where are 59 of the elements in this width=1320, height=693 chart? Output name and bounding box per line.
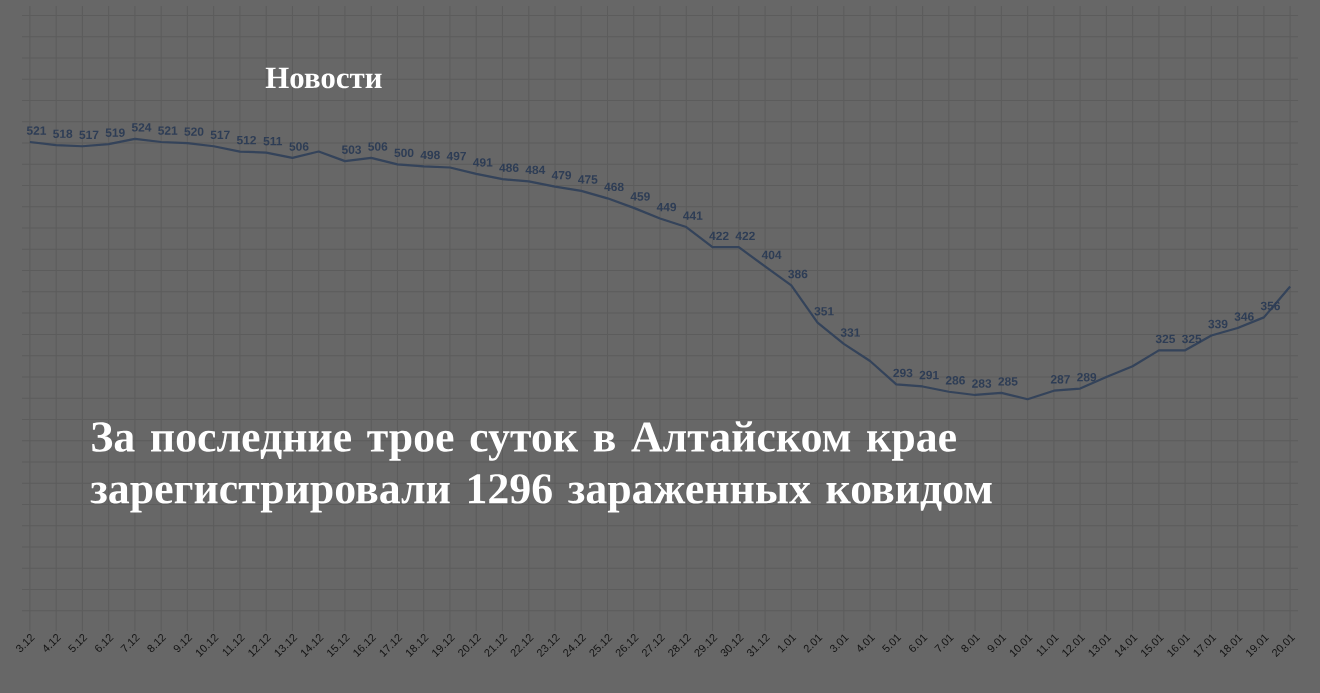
data-label: 517 [210,130,230,140]
data-label: 484 [525,165,546,175]
data-label: 518 [53,129,73,138]
text: За последние трое суток в Алтайском крае зарегистрировали 1296 зараженных ковидом [90,421,992,513]
data-label: 404 [761,250,782,260]
x-tick-label: 7.12 [120,633,140,652]
data-label: 468 [604,182,624,192]
x-tick-label: 3.12 [16,633,35,653]
data-label: 519 [105,128,125,137]
data-label: 291 [919,370,939,380]
x-tick-label: 8.12 [147,633,167,653]
data-label: 486 [499,163,519,172]
data-label: 339 [1208,319,1228,329]
x-tick-label: 4.12 [43,633,62,652]
x-tick-label: 5.12 [68,633,88,653]
x-tick-label: 6.01 [909,634,928,652]
data-label: 506 [289,142,309,151]
data-label: 325 [1155,334,1176,344]
data-label: 386 [788,269,808,279]
data-label: 479 [551,170,572,180]
data-label: 506 [368,142,388,151]
data-label: 511 [263,137,283,146]
data-label: 449 [656,202,677,212]
data-label: 512 [236,135,256,145]
x-tick-label: 3.01 [830,634,849,653]
data-label: 287 [1050,375,1070,384]
data-label: 331 [840,328,860,337]
chart-subtitle: Новости [265,67,382,89]
data-label: 497 [446,151,466,161]
x-tick-label: 5.01 [881,634,902,653]
data-label: 475 [578,175,598,184]
x-tick-label: 9.01 [987,634,1007,653]
data-label: 441 [683,211,703,220]
data-label: 293 [893,368,913,378]
data-label: 521 [26,126,47,135]
data-label: 524 [131,123,152,132]
data-label: 503 [341,145,362,154]
data-label: 422 [735,231,755,241]
x-tick-label: 9.12 [173,633,193,653]
x-tick-label: 4.01 [857,634,876,652]
data-label: 285 [998,377,1018,386]
data-label: 459 [630,192,650,201]
data-label: 356 [1260,301,1280,311]
x-tick-label: 8.01 [961,634,981,653]
x-tick-label: 6.12 [95,633,114,652]
data-label: 491 [473,158,493,167]
data-label: 325 [1182,334,1202,344]
data-label: 520 [184,127,204,136]
data-label: 517 [79,130,99,140]
data-label: 346 [1234,312,1254,321]
data-label: 286 [945,376,965,385]
data-label: 498 [420,150,440,160]
data-label: 521 [158,126,178,135]
data-label: 289 [1077,372,1097,382]
data-label: 351 [814,307,834,316]
data-label: 283 [972,379,992,388]
data-label: 500 [394,148,414,158]
data-label: 422 [709,231,729,241]
x-tick-label: 7.01 [934,634,954,652]
